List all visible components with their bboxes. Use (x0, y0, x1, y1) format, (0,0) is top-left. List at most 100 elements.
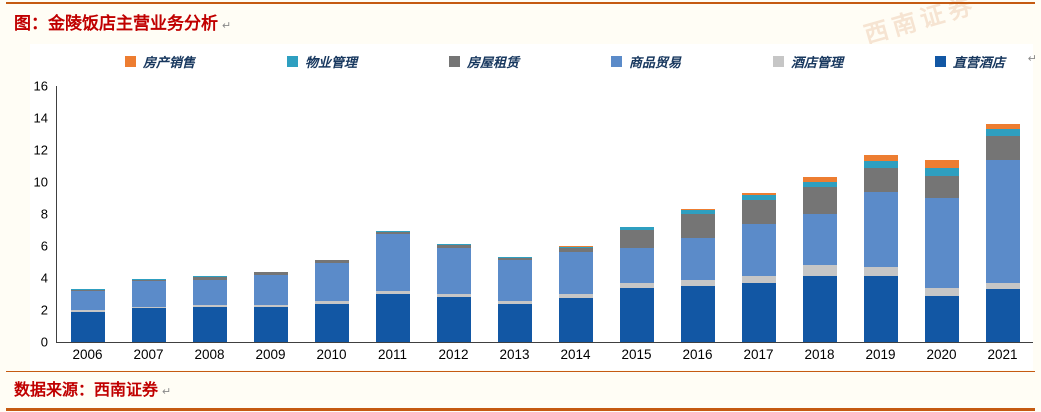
bar-segment[interactable] (558, 298, 593, 342)
bar-segment[interactable] (741, 193, 776, 195)
stacked-bar-2013[interactable] (497, 86, 532, 342)
bar-segment[interactable] (802, 182, 837, 187)
bar-segment[interactable] (680, 280, 715, 286)
bar-segment[interactable] (314, 260, 349, 263)
bar-segment[interactable] (985, 135, 1020, 160)
bar-segment[interactable] (802, 265, 837, 277)
bar-segment[interactable] (619, 226, 654, 231)
bar-segment[interactable] (314, 259, 349, 261)
stacked-bar-2021[interactable] (985, 86, 1020, 342)
stacked-bar-2009[interactable] (253, 86, 288, 342)
legend-item[interactable]: 直营酒店 (934, 52, 1005, 71)
bar-segment[interactable] (253, 305, 288, 307)
legend-item[interactable]: 商品贸易 (610, 52, 681, 71)
bar-segment[interactable] (497, 301, 532, 305)
bar-segment[interactable] (253, 274, 288, 306)
bar-segment[interactable] (985, 159, 1020, 283)
bar-segment[interactable] (802, 276, 837, 342)
bar-segment[interactable] (70, 290, 105, 291)
bar-segment[interactable] (192, 305, 227, 307)
bar-segment[interactable] (985, 129, 1020, 136)
bar-segment[interactable] (558, 294, 593, 298)
bar-segment[interactable] (985, 124, 1020, 130)
bar-segment[interactable] (802, 214, 837, 266)
bar-segment[interactable] (924, 159, 959, 168)
stacked-bar-2010[interactable] (314, 86, 349, 342)
bar-segment[interactable] (924, 198, 959, 288)
bar-segment[interactable] (436, 244, 471, 246)
bar-segment[interactable] (497, 257, 532, 259)
stacked-bar-2012[interactable] (436, 86, 471, 342)
bar-segment[interactable] (558, 246, 593, 247)
bar-segment[interactable] (863, 161, 898, 168)
bar-segment[interactable] (253, 306, 288, 342)
bar-segment[interactable] (985, 282, 1020, 290)
bar-segment[interactable] (375, 290, 410, 294)
stacked-bar-2015[interactable] (619, 86, 654, 342)
bar-segment[interactable] (741, 282, 776, 342)
bar-segment[interactable] (70, 310, 105, 312)
stacked-bar-2018[interactable] (802, 86, 837, 342)
bar-segment[interactable] (131, 278, 166, 280)
bar-segment[interactable] (924, 175, 959, 199)
legend-item[interactable]: 物业管理 (286, 52, 357, 71)
bar-segment[interactable] (863, 276, 898, 342)
bar-segment[interactable] (863, 191, 898, 267)
bar-segment[interactable] (192, 277, 227, 280)
stacked-bar-2017[interactable] (741, 86, 776, 342)
bar-segment[interactable] (985, 289, 1020, 342)
bar-segment[interactable] (741, 276, 776, 283)
stacked-bar-2019[interactable] (863, 86, 898, 342)
stacked-bar-2014[interactable] (558, 86, 593, 342)
bar-segment[interactable] (497, 258, 532, 261)
bar-segment[interactable] (131, 279, 166, 282)
bar-segment[interactable] (192, 306, 227, 342)
bar-segment[interactable] (375, 234, 410, 291)
bar-segment[interactable] (924, 287, 959, 296)
bar-segment[interactable] (863, 266, 898, 277)
bar-segment[interactable] (314, 301, 349, 304)
bar-segment[interactable] (70, 289, 105, 291)
bar-segment[interactable] (375, 231, 410, 235)
bar-segment[interactable] (680, 210, 715, 215)
bar-segment[interactable] (863, 167, 898, 192)
bar-segment[interactable] (619, 247, 654, 283)
stacked-bar-2020[interactable] (924, 86, 959, 342)
bar-segment[interactable] (619, 230, 654, 248)
bar-segment[interactable] (802, 186, 837, 215)
stacked-bar-2016[interactable] (680, 86, 715, 342)
bar-segment[interactable] (619, 287, 654, 342)
bar-segment[interactable] (192, 279, 227, 306)
legend-item[interactable]: 酒店管理 (772, 52, 843, 71)
bar-segment[interactable] (680, 238, 715, 281)
bar-segment[interactable] (924, 295, 959, 342)
bar-segment[interactable] (436, 297, 471, 342)
bar-segment[interactable] (924, 167, 959, 176)
legend-item[interactable]: 房产销售 (125, 52, 195, 71)
bar-segment[interactable] (558, 246, 593, 249)
bar-segment[interactable] (314, 303, 349, 342)
bar-segment[interactable] (680, 209, 715, 211)
bar-segment[interactable] (253, 271, 288, 273)
bar-segment[interactable] (619, 282, 654, 288)
bar-segment[interactable] (741, 194, 776, 200)
bar-segment[interactable] (741, 199, 776, 224)
bar-segment[interactable] (558, 252, 593, 294)
bar-segment[interactable] (497, 304, 532, 342)
legend-item[interactable]: 房屋租赁 (448, 52, 519, 71)
bar-segment[interactable] (131, 281, 166, 307)
bar-segment[interactable] (192, 276, 227, 278)
bar-segment[interactable] (436, 294, 471, 298)
bar-segment[interactable] (436, 247, 471, 295)
bar-segment[interactable] (680, 286, 715, 342)
bar-segment[interactable] (314, 262, 349, 302)
bar-segment[interactable] (741, 223, 776, 277)
bar-segment[interactable] (436, 245, 471, 248)
bar-segment[interactable] (680, 214, 715, 239)
stacked-bar-2006[interactable] (70, 86, 105, 342)
bar-segment[interactable] (863, 154, 898, 162)
bar-segment[interactable] (70, 311, 105, 342)
bar-segment[interactable] (131, 308, 166, 342)
bar-segment[interactable] (70, 290, 105, 311)
bar-segment[interactable] (375, 294, 410, 342)
